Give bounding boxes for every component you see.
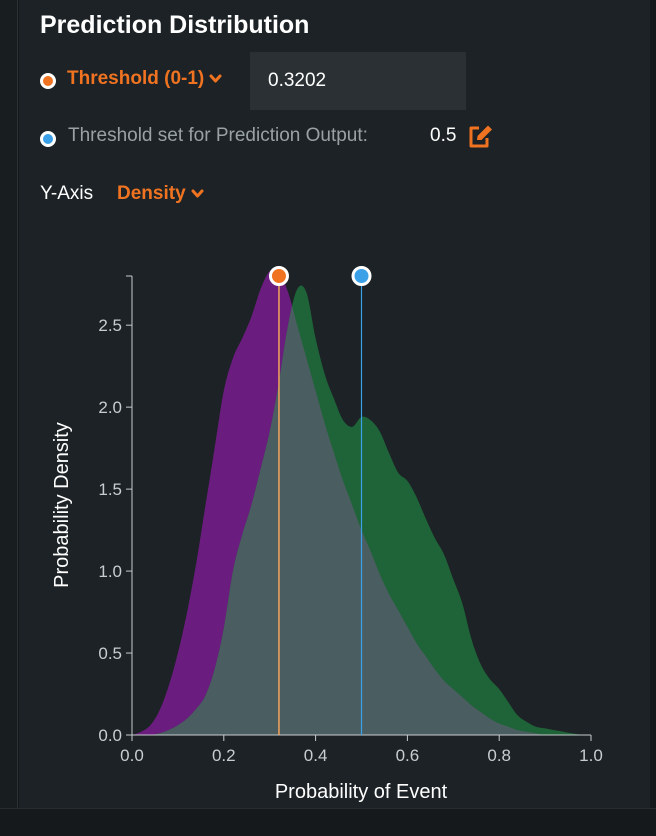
y-axis-selected-value: Density [117, 183, 186, 204]
threshold-drag-handle[interactable] [268, 266, 289, 286]
x-tick-label: 0.2 [212, 746, 236, 765]
y-tick-label: 0.0 [98, 726, 122, 745]
threshold-dropdown-label: Threshold (0-1) [67, 68, 205, 89]
bottom-bar [0, 808, 656, 836]
x-tick-label: 1.0 [579, 746, 603, 765]
output-threshold-value: 0.5 [430, 125, 457, 146]
right-scroll-track [650, 0, 656, 808]
left-side-panel [0, 0, 18, 808]
threshold-marker-icon [40, 73, 56, 89]
y-tick-label: 1.5 [98, 480, 122, 499]
x-axis-title: Probability of Event [275, 781, 448, 803]
threshold-input[interactable] [250, 52, 466, 110]
y-tick-label: 2.5 [98, 316, 122, 335]
chevron-down-icon [209, 74, 222, 83]
y-tick-label: 0.5 [98, 644, 122, 663]
y-tick-label: 2.0 [98, 398, 122, 417]
output-threshold-label: Threshold set for Prediction Output: [68, 125, 368, 146]
y-axis-label: Y-Axis [40, 183, 94, 204]
y-axis-title: Probability Density [51, 422, 73, 588]
x-tick-label: 0.0 [120, 746, 144, 765]
panel-title: Prediction Distribution [40, 11, 310, 39]
x-tick-label: 0.4 [304, 746, 328, 765]
output-threshold-marker-icon [40, 131, 56, 147]
y-tick-label: 1.0 [98, 562, 122, 581]
y-axis-dropdown[interactable]: Density [117, 183, 204, 205]
chart-axes: 0.0 0.2 0.4 0.6 0.8 1.0 0.0 0.5 1.0 1.5 2.0 2.5 [98, 275, 603, 765]
edit-icon[interactable] [467, 124, 495, 155]
x-tick-label: 0.6 [396, 746, 420, 765]
threshold-dropdown[interactable]: Threshold (0-1) [67, 68, 222, 90]
output-threshold-handle [351, 266, 372, 286]
x-tick-label: 0.8 [487, 746, 511, 765]
chevron-down-icon [191, 189, 204, 198]
chart-markers [268, 266, 372, 735]
